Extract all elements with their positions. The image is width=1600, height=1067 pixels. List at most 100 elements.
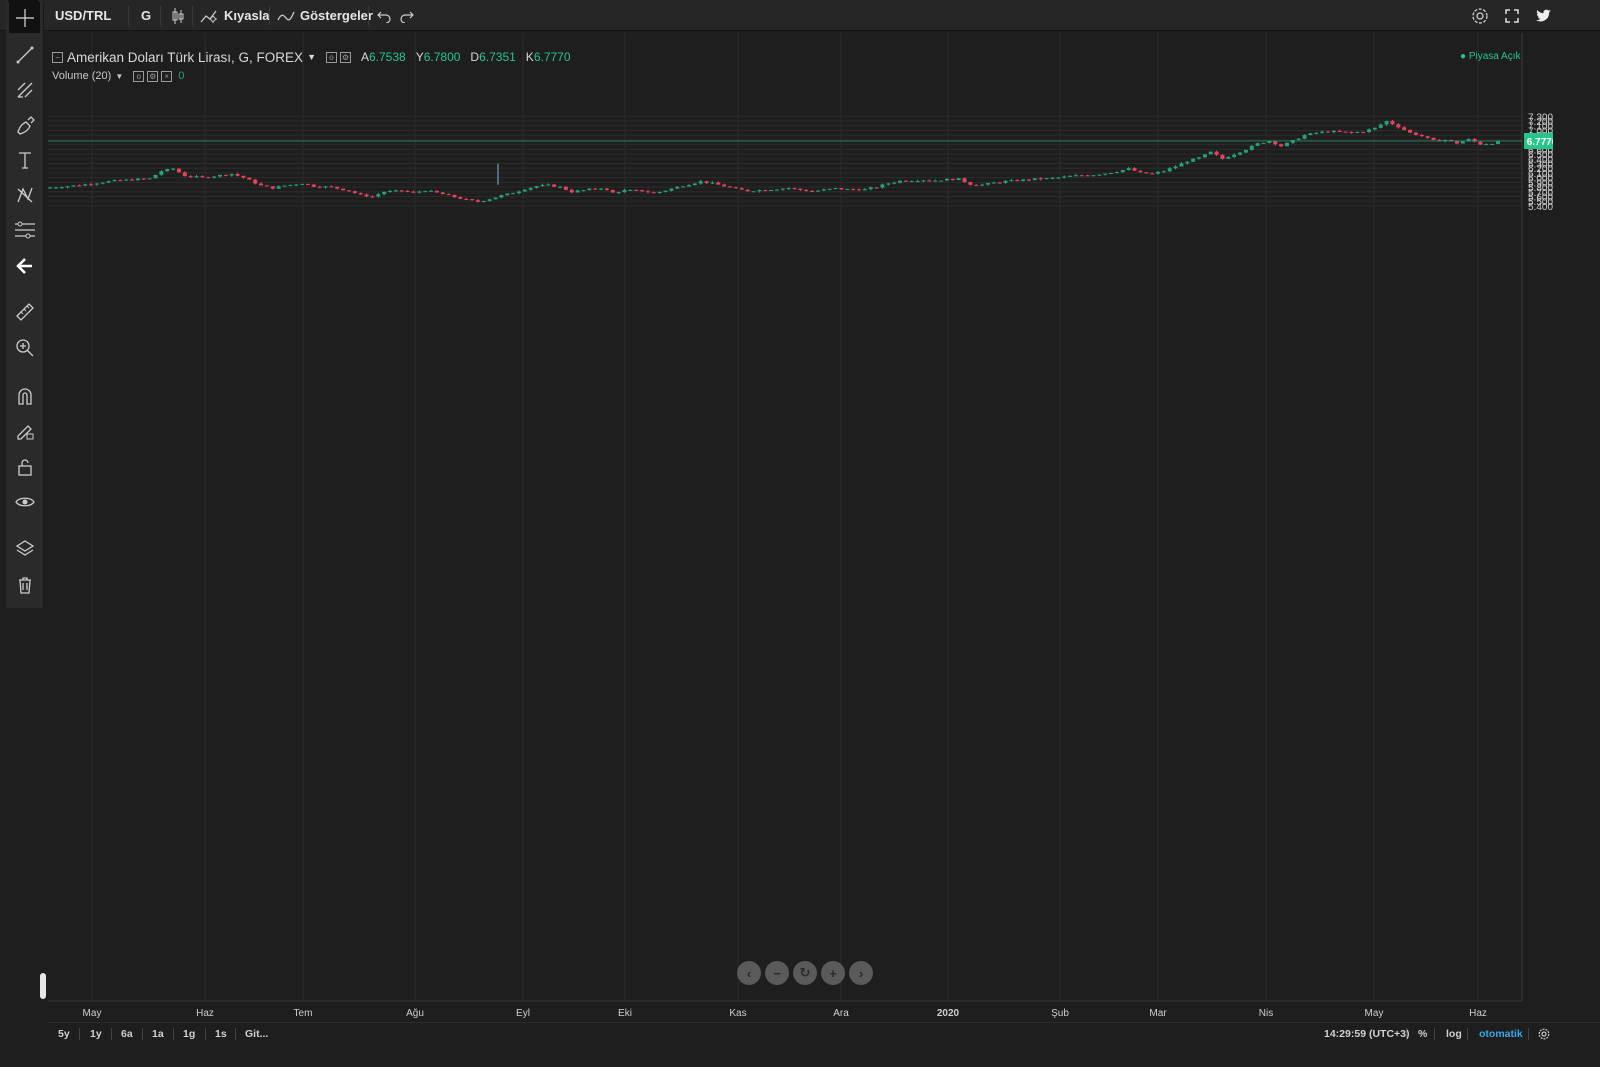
x-tick-label: Haz	[196, 1008, 214, 1019]
text-tool[interactable]	[9, 145, 41, 175]
candle-body	[1413, 132, 1418, 135]
pattern-tool[interactable]	[9, 180, 41, 210]
symbol-button[interactable]: USD/TRL	[55, 8, 112, 23]
candle-body	[669, 188, 674, 191]
back-button[interactable]	[9, 251, 41, 281]
settings-icon	[1472, 7, 1488, 24]
cursor-tool[interactable]	[9, 2, 40, 33]
range-1a[interactable]: 1a	[152, 1028, 164, 1040]
percent-scale-button[interactable]: %	[1418, 1028, 1428, 1040]
ruler-tool[interactable]	[9, 297, 41, 327]
candle-body	[997, 182, 1002, 184]
interval-button[interactable]: G	[141, 8, 152, 23]
redo-button[interactable]	[398, 0, 416, 31]
layers-tool[interactable]	[9, 534, 41, 564]
candle-body	[751, 191, 756, 193]
candle-body	[1466, 138, 1471, 142]
scale-settings-button[interactable]	[1538, 1023, 1550, 1045]
series-settings-icon[interactable]: ⚙	[339, 51, 351, 63]
lock-tool[interactable]	[9, 452, 41, 482]
range-1s[interactable]: 1s	[215, 1028, 227, 1040]
collapse-icon[interactable]: −	[52, 51, 63, 63]
candle-body	[1302, 135, 1307, 139]
brush-tool[interactable]	[9, 110, 41, 140]
scroll-right-button[interactable]: ›	[849, 961, 873, 985]
scroll-left-button[interactable]: ‹	[737, 961, 761, 985]
goto-date-button[interactable]: Git...	[245, 1028, 269, 1040]
top-toolbar: USD/TRL G Kıyasla Göstergeler	[0, 0, 1600, 31]
y-tick-label: 5.6000	[1528, 193, 1553, 204]
lock-drawing-tool[interactable]	[9, 416, 41, 446]
x-tick-label: 2020	[937, 1008, 960, 1019]
candle-body	[880, 184, 885, 188]
pitchfork-tool[interactable]	[9, 75, 41, 105]
compare-icon-wrap[interactable]	[198, 0, 220, 31]
candle-body	[739, 188, 744, 190]
candle-body	[1191, 158, 1196, 162]
chart-canvas[interactable]: 7.30007.20007.10007.00006.90006.80006.70…	[48, 33, 1553, 1026]
candle-body	[1220, 154, 1225, 159]
candle-body	[141, 178, 146, 180]
x-tick-label: Nis	[1259, 1008, 1273, 1019]
candle-body	[1325, 131, 1330, 133]
settings-button[interactable]	[1468, 0, 1492, 31]
remove-volume-icon[interactable]: ×	[161, 70, 173, 82]
volume-settings-icon[interactable]: ⚙	[147, 70, 159, 82]
log-scale-button[interactable]: log	[1446, 1028, 1462, 1040]
candle-body	[253, 179, 258, 184]
candle-body	[194, 176, 199, 178]
zoom-out-button[interactable]: −	[765, 961, 789, 985]
fullscreen-button[interactable]	[1500, 0, 1524, 31]
x-tick-label: May	[83, 1008, 102, 1019]
clock[interactable]: 14:29:59 (UTC+3)	[1324, 1028, 1410, 1040]
price-chart[interactable]: 7.30007.20007.10007.00006.90006.80006.70…	[48, 33, 1553, 1026]
chevron-down-icon[interactable]: ▼	[307, 52, 316, 62]
candle-body	[147, 178, 152, 180]
zoom-in-button[interactable]: +	[821, 961, 845, 985]
magnet-tool[interactable]	[9, 381, 41, 411]
candle-body	[382, 191, 387, 195]
candle-body	[1367, 129, 1372, 132]
candle-body	[763, 190, 768, 192]
candle-body	[686, 185, 691, 187]
candle-body	[1232, 154, 1237, 158]
candle-body	[886, 183, 891, 185]
range-1g[interactable]: 1g	[183, 1028, 196, 1040]
x-tick-label: Mar	[1149, 1008, 1167, 1019]
candle-body	[903, 180, 908, 182]
indicators-icon-wrap[interactable]	[276, 0, 296, 31]
scroll-handle[interactable]	[40, 973, 46, 999]
candle-body	[305, 183, 310, 185]
twitter-button[interactable]	[1532, 0, 1556, 31]
candle-body	[352, 191, 357, 194]
candle-body	[722, 184, 727, 187]
candle-body	[1255, 143, 1260, 146]
candle-body	[276, 186, 281, 189]
chevron-down-icon[interactable]: ▼	[115, 71, 124, 81]
fibonacci-tool[interactable]	[9, 215, 41, 245]
hide-volume-icon[interactable]: o	[133, 70, 145, 82]
range-5y[interactable]: 5y	[58, 1028, 70, 1040]
candle-body	[1214, 151, 1219, 155]
candle-body	[1408, 129, 1413, 133]
chart-background	[48, 33, 1553, 1026]
zoom-in-tool[interactable]	[9, 333, 41, 363]
trend-line-tool[interactable]	[9, 40, 41, 70]
candle-body	[569, 189, 574, 193]
candle-body	[153, 174, 158, 179]
range-1y[interactable]: 1y	[90, 1028, 102, 1040]
auto-scale-button[interactable]: otomatik	[1479, 1028, 1523, 1040]
delete-tool[interactable]	[9, 570, 41, 600]
reset-button[interactable]: ↻	[793, 961, 817, 985]
visibility-tool[interactable]	[9, 487, 41, 517]
y-tick-label: 6.5000	[1528, 150, 1553, 161]
range-6a[interactable]: 6a	[121, 1028, 133, 1040]
compare-button[interactable]: Kıyasla	[224, 8, 270, 23]
undo-button[interactable]	[375, 0, 393, 31]
hide-series-icon[interactable]: o	[325, 51, 337, 63]
y-tick-label: 6.0000	[1528, 174, 1553, 185]
candle-body	[358, 193, 363, 195]
chart-style-button[interactable]	[168, 0, 188, 31]
candle-body	[733, 187, 738, 189]
indicators-button[interactable]: Göstergeler	[300, 8, 373, 23]
